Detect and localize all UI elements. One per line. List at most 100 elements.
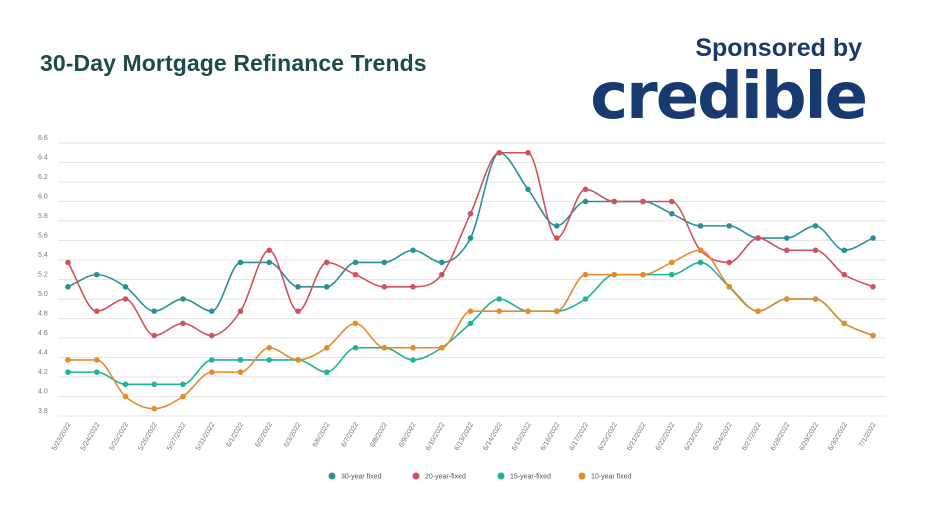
data-point <box>438 259 445 266</box>
x-axis-ticks: 5/23/2022 5/24/2022 5/25/2022 5/26/2022 5/27… <box>51 421 878 452</box>
y-tick-label: 4.4 <box>38 350 48 357</box>
data-point <box>410 344 416 351</box>
y-tick-label: 3.8 <box>38 408 48 415</box>
data-point <box>841 271 848 278</box>
data-point <box>352 320 359 327</box>
data-point <box>410 357 416 363</box>
series-line <box>67 151 874 312</box>
legend-label: 15-year-fixed <box>510 474 551 481</box>
data-point <box>496 308 503 314</box>
x-tick-label: 6/27/2022 <box>741 421 763 452</box>
data-point <box>467 235 474 241</box>
x-tick-label: 6/1/2022 <box>226 421 246 448</box>
series-line <box>67 151 874 337</box>
x-tick-label: 5/31/2022 <box>195 421 217 452</box>
data-point <box>122 296 129 302</box>
series-line <box>68 249 874 410</box>
data-point <box>93 369 100 375</box>
data-point <box>122 381 129 388</box>
data-point <box>870 332 876 339</box>
series-30-year-fixed <box>65 149 876 314</box>
data-point <box>525 308 531 314</box>
y-tick-label: 6.6 <box>38 135 48 142</box>
legend-label: 30-year fixed <box>341 474 382 481</box>
data-point <box>496 149 503 156</box>
y-tick-label: 5.0 <box>38 291 48 298</box>
data-point <box>323 259 330 266</box>
y-tick-label: 5.2 <box>38 272 48 279</box>
data-point <box>237 259 244 266</box>
x-tick-label: 6/3/2022 <box>283 421 303 448</box>
data-point <box>410 247 416 254</box>
data-point <box>783 247 790 254</box>
data-point <box>180 393 186 400</box>
data-point <box>151 332 158 339</box>
legend-item: 10-year fixed <box>578 472 632 481</box>
data-point <box>208 357 215 363</box>
data-point <box>180 320 186 327</box>
x-tick-label: 6/10/2022 <box>425 421 447 452</box>
x-tick-label: 6/29/2022 <box>799 421 821 452</box>
data-point <box>755 308 761 314</box>
data-point <box>841 320 848 327</box>
x-tick-label: 6/14/2022 <box>482 421 504 452</box>
data-point <box>697 259 704 266</box>
data-point <box>640 271 646 278</box>
data-point <box>381 259 388 266</box>
data-point <box>726 284 733 290</box>
data-point <box>726 259 733 266</box>
x-tick-label: 5/27/2022 <box>166 421 188 452</box>
data-point <box>783 296 790 302</box>
data-point <box>65 357 71 363</box>
data-point <box>65 284 71 290</box>
data-point <box>553 308 560 314</box>
data-point <box>582 198 589 205</box>
data-point <box>381 344 388 351</box>
data-point <box>323 369 330 375</box>
data-point <box>151 405 158 412</box>
legend-item: 15-year-fixed <box>497 472 551 481</box>
x-tick-label: 6/17/2022 <box>569 421 591 452</box>
data-point <box>812 247 819 254</box>
data-point <box>237 369 244 375</box>
data-point <box>208 308 215 314</box>
legend-item: 20-year-fixed <box>412 472 466 481</box>
gridlines <box>58 142 886 417</box>
data-point <box>467 210 474 217</box>
x-tick-label: 6/7/2022 <box>341 421 361 448</box>
x-tick-label: 6/6/2022 <box>312 421 332 448</box>
y-tick-label: 6.0 <box>38 194 48 201</box>
x-tick-label: 5/25/2022 <box>109 421 131 452</box>
data-point <box>93 357 100 363</box>
x-tick-label: 6/8/2022 <box>369 421 389 448</box>
data-point <box>352 344 359 351</box>
data-point <box>237 357 244 363</box>
legend-label: 20-year-fixed <box>425 474 466 481</box>
data-point <box>668 210 675 217</box>
data-point <box>122 393 129 400</box>
data-point <box>841 247 848 254</box>
data-point <box>525 186 531 193</box>
data-point <box>266 344 273 351</box>
data-point <box>467 308 474 314</box>
x-tick-label: 6/16/2022 <box>540 421 562 452</box>
x-tick-label: 6/30/2022 <box>827 421 849 452</box>
data-point <box>438 271 445 278</box>
x-tick-label: 6/22/2022 <box>655 421 677 452</box>
series-20-year-fixed <box>65 149 876 339</box>
data-point <box>266 247 273 254</box>
data-point <box>381 284 388 290</box>
legend-marker <box>328 472 336 480</box>
data-point <box>812 223 819 229</box>
data-point <box>582 271 589 278</box>
x-tick-label: 6/28/2022 <box>770 421 792 452</box>
x-tick-label: 6/23/2022 <box>684 421 706 452</box>
data-point <box>525 149 531 156</box>
credible-logo: credible <box>590 60 868 134</box>
y-tick-label: 4.0 <box>38 389 48 396</box>
legend-marker <box>497 472 505 480</box>
data-point <box>611 271 618 278</box>
y-tick-label: 4.8 <box>38 311 48 318</box>
data-point <box>295 284 301 290</box>
